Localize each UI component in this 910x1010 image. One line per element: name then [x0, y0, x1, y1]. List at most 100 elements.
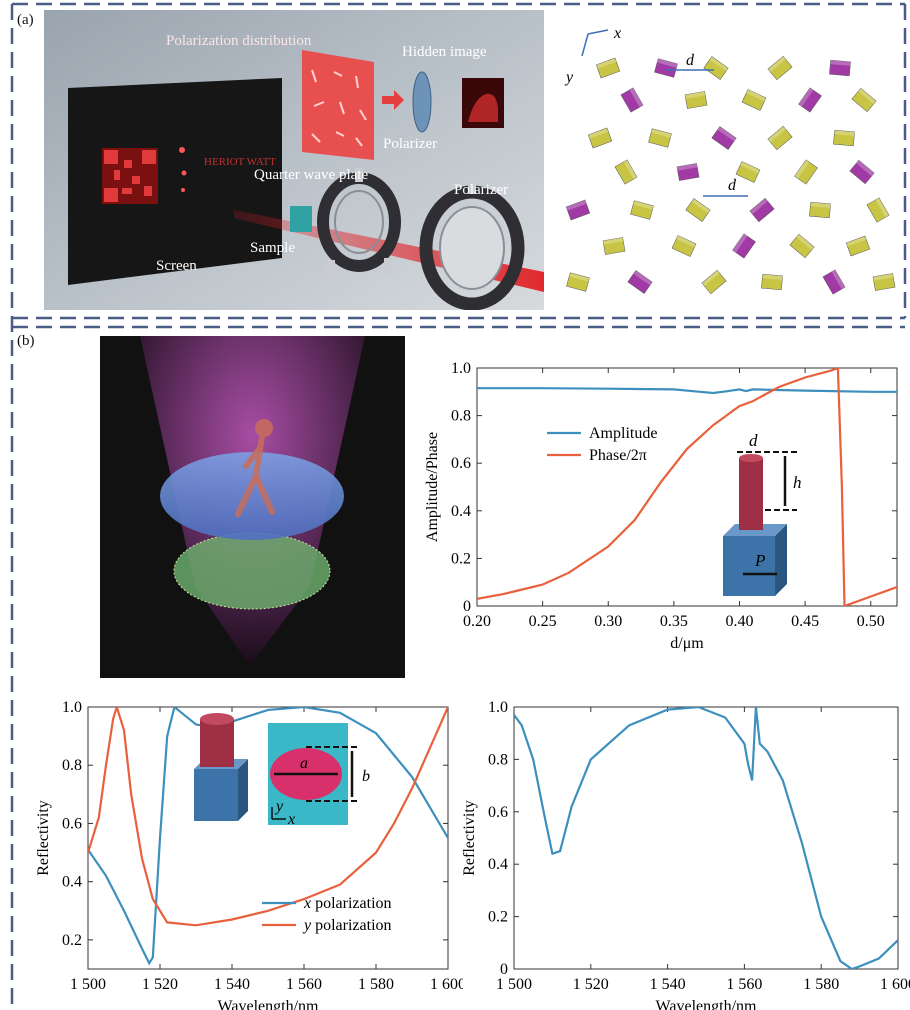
- nanobrick: [595, 57, 621, 79]
- polarization-distribution-panel: [302, 50, 374, 160]
- x-tick-label: 1 500: [496, 976, 532, 993]
- nanobrick: [794, 159, 818, 185]
- y-tick-label: 0.6: [488, 804, 508, 821]
- y-tick-label: 0: [463, 598, 471, 615]
- pillar-inset-icon: [194, 713, 248, 821]
- nanobrick: [701, 269, 727, 295]
- legend-label: y polarization: [302, 917, 392, 934]
- inset-block-side: [775, 524, 787, 596]
- x-axis-arrow: [587, 29, 609, 35]
- label-screen: Screen: [156, 258, 197, 274]
- x-tick-label: 1 520: [142, 976, 178, 993]
- x-tick-label: 1 500: [70, 976, 106, 993]
- legend-label: x polarization: [303, 895, 392, 912]
- series-line-0: [477, 387, 897, 395]
- inset-block-face: [194, 769, 238, 821]
- nanobrick: [711, 126, 737, 150]
- y-tick-label: 0: [500, 961, 508, 978]
- nanobrick: [566, 272, 590, 292]
- axis-x-label: x: [613, 25, 621, 42]
- spacing-label-mid: d: [728, 177, 737, 194]
- ellipse-inset-icon: a b xy: [268, 723, 370, 828]
- label-quarter-wave-plate: Quarter wave plate: [254, 167, 368, 183]
- nanobrick: [684, 91, 708, 109]
- chart-reflectivity-single: 1 500 1 520 1 540 1 560 1 580 1 600 0 0.2 0.4 0.6…: [462, 699, 910, 1010]
- nanobrick: [809, 201, 831, 219]
- quarter-wave-plate-icon: [317, 168, 401, 278]
- x-tick-label: 0.20: [463, 613, 491, 630]
- sample-square: [290, 206, 312, 232]
- pillar-inset-icon: d h P: [723, 431, 802, 596]
- nanobrick: [845, 235, 871, 257]
- x-tick-label: 0.50: [857, 613, 885, 630]
- walking-figure-icon: [235, 419, 275, 517]
- label-polarizer-right: Polarizer: [454, 182, 508, 198]
- y-tick-label: 0.4: [62, 874, 82, 891]
- optical-setup-illustration: HERIOT WATT Polarization distribution Hi…: [44, 10, 544, 310]
- nanobrick: [866, 197, 890, 223]
- nanobrick: [761, 273, 783, 291]
- series-line-1: [477, 368, 897, 606]
- nanobrick: [735, 161, 761, 183]
- inset-label-x: x: [287, 811, 295, 828]
- axis-y-label: y: [564, 69, 574, 86]
- inset-label-h: h: [793, 473, 802, 492]
- nanobrick: [872, 273, 896, 291]
- nanobrick: [849, 159, 875, 185]
- x-tick-label: 1 540: [650, 976, 686, 993]
- nanobrick: [789, 233, 815, 259]
- chart-amplitude-phase: 0.20 0.25 0.30 0.35 0.40 0.45 0.50 0 0.2 0.4 0.6 0.…: [425, 360, 898, 652]
- nanobrick: [851, 87, 877, 113]
- spacing-label-top: d: [686, 52, 695, 69]
- label-sample: Sample: [250, 240, 295, 256]
- nanobrick: [602, 237, 626, 255]
- series-line-1: [88, 707, 448, 927]
- y-tick-label: 0.2: [62, 932, 82, 949]
- y-tick-label: 0.8: [62, 757, 82, 774]
- y-tick-label: 0.6: [62, 815, 82, 832]
- nanobrick: [620, 87, 644, 113]
- y-tick-label: 1.0: [62, 699, 82, 716]
- nanobrick: [671, 235, 697, 257]
- nanobrick: [767, 125, 793, 151]
- hologram-render: [100, 336, 405, 678]
- y-tick-label: 1.0: [451, 360, 471, 377]
- nanobrick: [829, 59, 851, 77]
- y-axis-label: Reflectivity: [35, 800, 52, 876]
- nanobrick: [732, 233, 756, 259]
- inset-label-d: d: [749, 431, 758, 450]
- nanobrick: [565, 199, 591, 221]
- x-tick-label: 0.40: [726, 613, 754, 630]
- nanobrick: [587, 127, 613, 149]
- x-tick-label: 0.35: [660, 613, 688, 630]
- metasurface-disc: [174, 533, 330, 609]
- polarizer-ring-icon: [419, 182, 525, 310]
- inset-label-a: a: [300, 755, 308, 772]
- y-tick-label: 1.0: [488, 699, 508, 716]
- panel-b-label: (b): [17, 333, 35, 349]
- x-axis-label: Wavelength/nm: [218, 998, 319, 1010]
- label-polarizer-top: Polarizer: [383, 136, 437, 152]
- nanobrick: [741, 89, 767, 111]
- x-tick-label: 1 600: [430, 976, 463, 993]
- x-axis-label: Wavelength/nm: [656, 998, 757, 1010]
- y-tick-label: 0.2: [451, 550, 471, 567]
- panel-a-label: (a): [17, 12, 34, 28]
- polarizer-disc-small: [412, 71, 432, 133]
- x-tick-label: 0.30: [594, 613, 622, 630]
- y-tick-label: 0.4: [451, 503, 471, 520]
- inset-pillar: [739, 458, 763, 530]
- image-plane-disc: [160, 452, 344, 540]
- label-polarization-distribution: Polarization distribution: [166, 33, 312, 49]
- x-tick-label: 1 580: [803, 976, 839, 993]
- series-line-0: [88, 707, 448, 966]
- inset-label-y: y: [274, 798, 284, 815]
- arrow-icon: [382, 90, 404, 110]
- nanobrick: [648, 128, 672, 148]
- plot-frame: [476, 367, 898, 607]
- y-axis-arrow: [581, 33, 589, 57]
- y-tick-label: 0.6: [451, 455, 471, 472]
- logo-text: HERIOT WATT: [204, 156, 276, 168]
- y-tick-label: 0.8: [488, 751, 508, 768]
- y-axis-label: Amplitude/Phase: [425, 432, 441, 542]
